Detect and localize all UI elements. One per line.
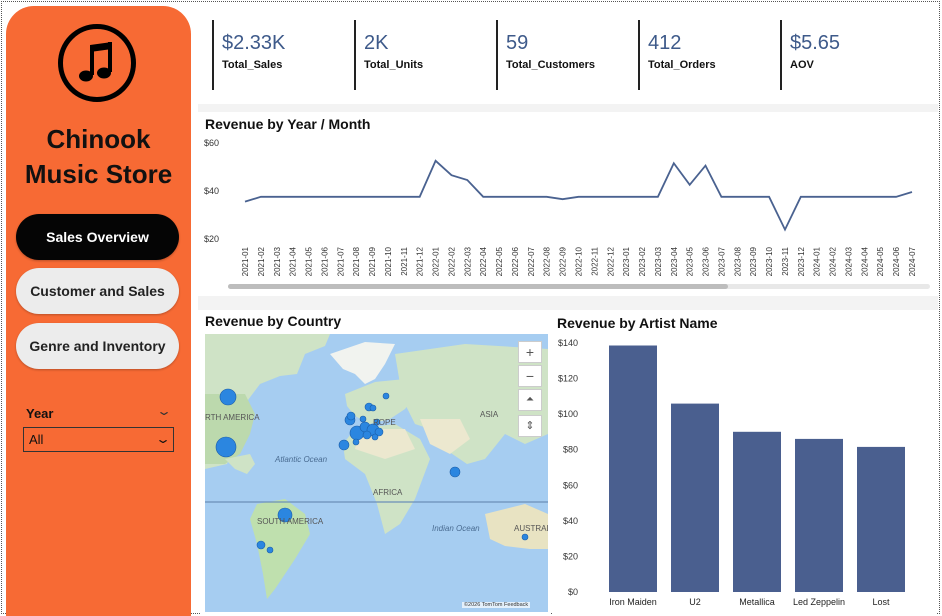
revenue-by-artist-panel — [552, 310, 936, 614]
music-note-icon — [58, 24, 136, 102]
map-title: Revenue by Country — [205, 313, 342, 329]
map-attribution: ©2026 TomTom Feedback — [462, 602, 531, 608]
map-label-australia: AUSTRAL — [514, 524, 548, 533]
kpi-label: Total_Sales — [222, 59, 283, 71]
store-title-line2: Music Store — [24, 159, 173, 189]
chevron-down-icon: ⌄ — [154, 432, 172, 446]
kpi-label: Total_Orders — [648, 59, 716, 71]
kpi-card: $5.65 AOV — [780, 20, 840, 90]
kpi-value: $2.33K — [222, 32, 286, 54]
nav-sales-overview-button[interactable]: Sales Overview — [16, 214, 179, 260]
year-dropdown-value: All — [29, 432, 44, 447]
store-title-line1: Chinook — [46, 124, 151, 154]
kpi-label: Total_Units — [364, 59, 424, 71]
store-title: Chinook Music Store — [6, 122, 191, 192]
panel-gap — [198, 296, 938, 310]
revenue-by-month-panel — [200, 112, 936, 296]
world-map[interactable]: RTH AMERICA ROPE ASIA Atlantic Ocean AFR… — [205, 334, 548, 612]
line-chart-title: Revenue by Year / Month — [205, 116, 371, 132]
map-label-north-america: RTH AMERICA — [205, 413, 260, 422]
map-label-asia: ASIA — [480, 410, 499, 419]
map-label-africa: AFRICA — [373, 488, 403, 497]
sidebar: Chinook Music Store Sales Overview Custo… — [6, 6, 191, 616]
kpi-value: $5.65 — [790, 32, 841, 54]
kpi-value: 2K — [364, 32, 389, 54]
nav-customer-and-sales-button[interactable]: Customer and Sales — [16, 268, 179, 314]
scrollbar-thumb[interactable] — [228, 284, 728, 289]
kpi-card: 2K Total_Units — [354, 20, 423, 90]
bar-chart-title: Revenue by Artist Name — [557, 315, 718, 331]
map-label-south-america: SOUTH AMERICA — [257, 517, 324, 526]
tilt-icon[interactable]: ⏶ — [518, 389, 542, 411]
year-dropdown[interactable]: All ⌄ — [23, 427, 174, 452]
zoom-in-button[interactable]: + — [518, 341, 542, 363]
collapse-chevron-icon[interactable]: ⌄ — [155, 404, 173, 418]
panel-gap — [198, 104, 938, 112]
kpi-card: 59 Total_Customers — [496, 20, 595, 90]
kpi-label: Total_Customers — [506, 59, 596, 71]
compass-icon[interactable]: ⇕ — [518, 415, 542, 437]
kpi-card: 412 Total_Orders — [638, 20, 716, 90]
map-label-atlantic: Atlantic Ocean — [275, 455, 328, 464]
map-label-indian-ocean: Indian Ocean — [432, 524, 480, 533]
kpi-value: 412 — [648, 32, 682, 54]
nav-genre-and-inventory-button[interactable]: Genre and Inventory — [16, 323, 179, 369]
kpi-card: $2.33K Total_Sales — [212, 20, 285, 90]
zoom-out-button[interactable]: − — [518, 365, 542, 387]
horizontal-scrollbar[interactable] — [228, 284, 930, 289]
year-filter-label: Year — [26, 406, 54, 421]
map-label-europe: ROPE — [373, 418, 396, 427]
map-bubbles — [215, 388, 529, 554]
kpi-label: AOV — [790, 59, 814, 71]
kpi-row: $2.33K Total_Sales 2K Total_Units 59 Tot… — [200, 10, 936, 104]
kpi-value: 59 — [506, 32, 529, 54]
